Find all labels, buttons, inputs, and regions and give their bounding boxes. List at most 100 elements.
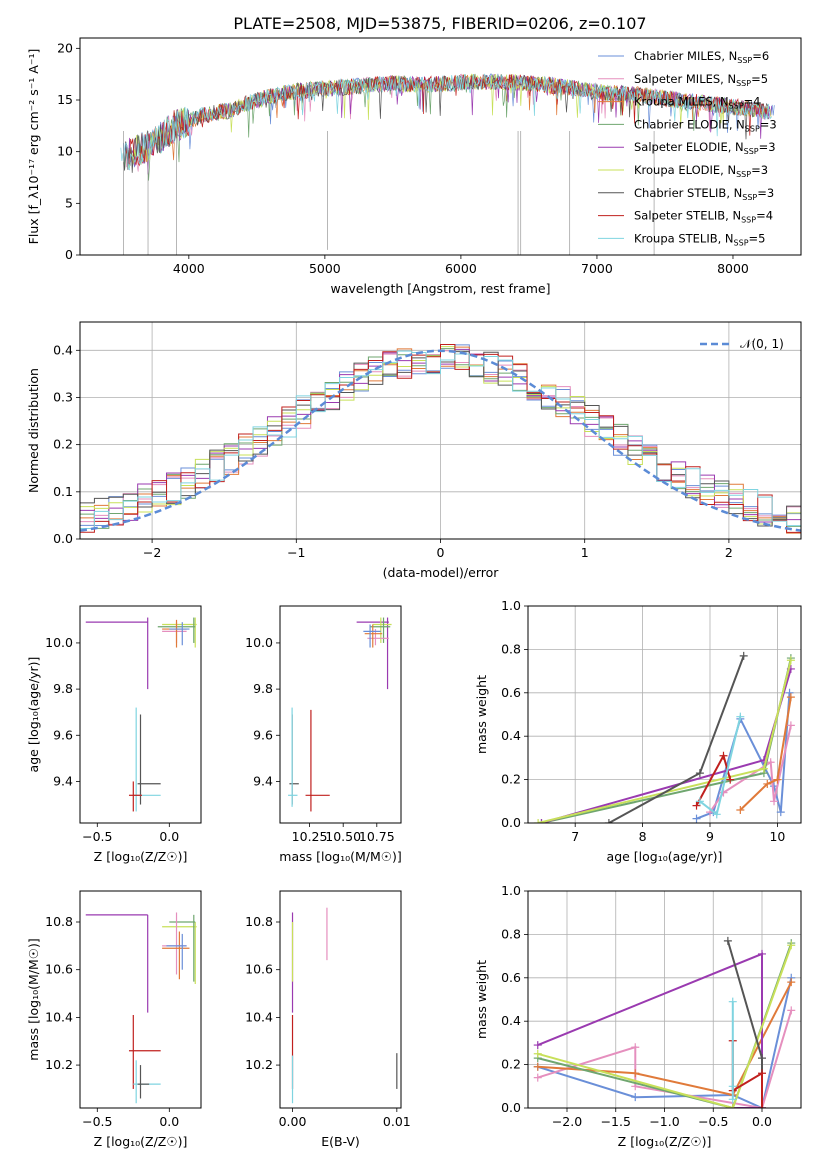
x-tick-label: −2.0 <box>552 1114 582 1129</box>
x-axis-label: (data-model)/error <box>383 565 500 580</box>
legend-entry: Kroupa ELODIE, NSSP=3 <box>634 163 768 179</box>
y-tick-label: 0.4 <box>501 1013 521 1028</box>
data-point-marker <box>631 1043 640 1052</box>
plot-area <box>80 343 801 539</box>
mass-weight-line <box>696 692 791 820</box>
x-axis-label: Z [log₁₀(Z/Z☉)] <box>94 1134 188 1149</box>
data-point-marker <box>758 1104 766 1108</box>
data-point-marker <box>534 819 543 823</box>
x-tick-label: 10.25 <box>292 829 328 844</box>
legend-entry: Salpeter MILES, NSSP=5 <box>634 72 768 88</box>
y-tick-label: 9.4 <box>53 773 73 788</box>
data-point-marker <box>719 751 728 760</box>
y-tick-label: 0.2 <box>501 772 521 787</box>
data-point-marker <box>776 808 785 817</box>
x-axis-label: E(B-V) <box>321 1134 360 1149</box>
x-tick-label: 8000 <box>717 261 749 276</box>
data-point-marker <box>728 1095 737 1104</box>
data-point-marker <box>758 1069 766 1078</box>
y-tick-label: 9.4 <box>253 773 273 788</box>
data-point-marker <box>728 1082 737 1091</box>
legend-entry: Chabrier ELODIE, NSSP=3 <box>634 117 777 133</box>
y-tick-label: 0.4 <box>53 342 73 357</box>
data-point-marker <box>786 693 795 702</box>
x-tick-label: 0.00 <box>279 1114 307 1129</box>
x-axis-label: Z [log₁₀(Z/Z☉)] <box>94 849 188 864</box>
data-point-marker <box>763 779 772 788</box>
x-tick-label: 0.0 <box>159 829 179 844</box>
x-tick-label: −1.0 <box>649 1114 679 1129</box>
data-point-marker <box>786 721 795 730</box>
y-tick-label: 10 <box>57 144 73 159</box>
data-point-marker <box>758 1054 766 1063</box>
data-point-marker <box>604 819 613 823</box>
plot-area <box>288 617 392 812</box>
x-tick-label: 9 <box>706 829 714 844</box>
y-tick-label: 0.4 <box>501 728 521 743</box>
axes-frame <box>527 890 802 1109</box>
data-point-marker <box>631 1069 640 1078</box>
legend-entry: Salpeter ELODIE, NSSP=3 <box>634 140 776 156</box>
axes-frame <box>279 890 402 1109</box>
x-tick-label: −0.5 <box>698 1114 728 1129</box>
data-point-marker <box>692 814 701 823</box>
data-point-marker <box>695 769 704 778</box>
y-tick-label: 10.4 <box>45 1009 73 1024</box>
y-tick-label: 10.6 <box>45 962 73 977</box>
data-point-marker <box>758 949 766 958</box>
spectrum-panel: 4000 5000 6000 7000 8000 0 5 10 15 20 wavelength [… <box>26 37 802 296</box>
x-tick-label: 0.01 <box>383 1114 411 1129</box>
y-tick-label: 1.0 <box>501 598 521 613</box>
histogram-series <box>80 350 801 539</box>
x-tick-label: −1.5 <box>601 1114 631 1129</box>
y-tick-label: 0.2 <box>501 1057 521 1072</box>
figure-title: PLATE=2508, MJD=53875, FIBERID=0206, z=0… <box>233 14 646 33</box>
plot-area <box>85 912 197 1104</box>
y-tick-label: 0.0 <box>53 531 73 546</box>
normal-reference-curve <box>80 349 801 532</box>
x-tick-label: 8 <box>639 829 647 844</box>
x-tick-label: −0.5 <box>82 829 112 844</box>
y-tick-label: 0 <box>65 247 73 262</box>
y-tick-label: 10.0 <box>45 635 73 650</box>
plot-area <box>120 73 775 255</box>
data-point-marker <box>631 1093 640 1102</box>
y-tick-label: 9.8 <box>53 681 73 696</box>
y-tick-label: 0.6 <box>501 970 521 985</box>
plot-area <box>534 651 795 823</box>
legend-entry: Kroupa STELIB, NSSP=5 <box>634 231 765 247</box>
y-axis-label: mass [log₁₀(M/M☉)] <box>26 938 41 1060</box>
mass-weight-vs-age-panel: 7 8 9 10 0.0 0.2 0.4 0.6 0.8 1.0 age [log₁₀(age/yr… <box>474 598 802 864</box>
data-point-marker <box>787 1006 796 1015</box>
y-tick-label: 10.2 <box>245 1057 273 1072</box>
y-axis-label: mass weight <box>474 675 489 754</box>
data-point-marker <box>726 775 735 784</box>
x-tick-label: 1 <box>581 545 589 560</box>
mass-weight-vs-metallicity-panel: −2.0 −1.5 −1.0 −0.5 0.0 0.0 0.2 0.4 0.6 0.8 1.0 Z [… <box>474 883 802 1149</box>
data-point-marker <box>728 1104 737 1108</box>
data-point-marker <box>533 1049 542 1058</box>
x-tick-label: 10.50 <box>325 829 361 844</box>
mass-weight-line <box>537 952 763 1108</box>
data-point-marker <box>533 1073 542 1082</box>
x-tick-label: 7000 <box>581 261 613 276</box>
y-axis-label: age [log₁₀(age/yr)] <box>26 657 41 773</box>
plot-area <box>85 617 197 812</box>
y-tick-label: 1.0 <box>501 883 521 898</box>
data-point-marker <box>770 797 779 806</box>
axes-frame <box>79 37 802 256</box>
x-tick-label: 6000 <box>445 261 477 276</box>
x-tick-label: −2 <box>143 545 161 560</box>
data-point-marker <box>787 978 796 987</box>
x-tick-label: 5000 <box>309 261 341 276</box>
residual-histogram-panel: −2 −1 0 1 2 0.0 0.1 0.2 0.3 0.4 (data-model)/error… <box>26 321 802 580</box>
axes-frame <box>79 890 202 1109</box>
y-tick-label: 5 <box>65 195 73 210</box>
y-tick-label: 0.3 <box>53 389 73 404</box>
spectrum-line <box>120 73 772 171</box>
x-tick-label: 0.0 <box>159 1114 179 1129</box>
axes-frame <box>79 321 802 540</box>
y-axis-label: Flux [f_λ10⁻¹⁷ erg cm⁻² s⁻¹ A⁻¹] <box>26 49 41 245</box>
data-point-marker <box>759 764 768 773</box>
